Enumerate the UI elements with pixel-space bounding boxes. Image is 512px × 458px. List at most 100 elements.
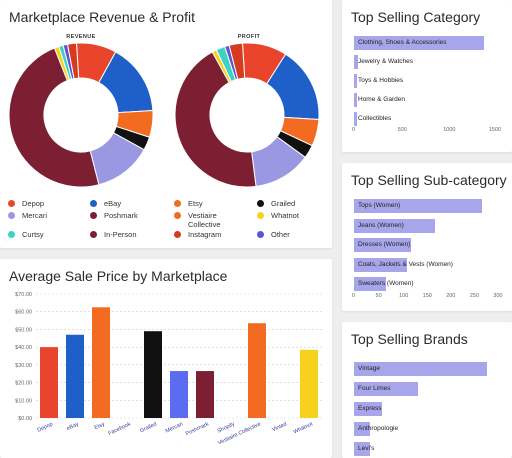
legend-label: Vestiaire Collective	[188, 211, 221, 229]
bar-grailed[interactable]	[144, 331, 162, 418]
y-tick-label: $70.00	[15, 292, 32, 298]
legend-label: Whatnot	[271, 211, 299, 220]
hbar-home-garden[interactable]	[354, 93, 357, 107]
hbar-jeans-women-[interactable]	[354, 218, 435, 233]
legend-label: In-Person	[104, 230, 137, 239]
legend-item-ebay[interactable]: eBay	[90, 199, 122, 208]
legend-item-grailed[interactable]: Grailed	[257, 199, 295, 208]
hbar-label: Collectibles	[358, 115, 392, 122]
revenue-slice-poshmark[interactable]	[8, 47, 100, 188]
legend-label: Etsy	[188, 199, 203, 208]
profit-slice-poshmark[interactable]	[174, 51, 257, 188]
hbar-levi-s[interactable]	[354, 442, 370, 456]
top-brands-title: Top Selling Brands	[351, 331, 468, 347]
legend-item-depop[interactable]: Depop	[8, 199, 45, 208]
y-tick-label: $50.00	[15, 327, 32, 333]
hbar-clothing-shoes-accessories[interactable]	[354, 36, 485, 50]
hbar-collectibles[interactable]	[354, 112, 357, 126]
legend-item-in-person[interactable]: In-Person	[90, 230, 137, 239]
hbar-four-limes[interactable]	[354, 382, 418, 396]
legend-dot	[257, 231, 264, 238]
legend-item-mercari[interactable]: Mercari	[8, 211, 48, 220]
hbar-tops-women-[interactable]	[354, 199, 483, 213]
bar-whatnot[interactable]	[300, 349, 318, 418]
hbar-label: Vintage	[358, 365, 380, 372]
avg-price-card: Average Sale Price by Marketplace $0.00 $…	[0, 259, 332, 458]
hbar-label: Coats, Jackets & Vests (Women)	[358, 260, 453, 268]
legend-item-curtsy[interactable]: Curtsy	[8, 230, 44, 239]
y-tick-label: $60.00	[15, 310, 32, 316]
x-tick-label: 50	[375, 292, 382, 299]
bar-vestiaire-collective[interactable]	[248, 323, 266, 418]
x-tick-label: Vinted	[271, 421, 288, 433]
profit-slice-instagram[interactable]	[228, 42, 246, 80]
x-tick-label: 1500	[488, 127, 502, 133]
hbar-jewelry-watches[interactable]	[354, 55, 358, 69]
avg-price-title: Average Sale Price by Marketplace	[9, 268, 228, 284]
x-tick-label: Poshmark	[185, 421, 210, 437]
top-subcategory-title: Top Selling Sub-category	[351, 172, 507, 188]
revenue-donut-chart	[8, 42, 154, 188]
x-tick-label: 250	[469, 292, 479, 299]
bar-ebay[interactable]	[66, 334, 84, 418]
legend-label: Poshmark	[104, 211, 138, 220]
hbar-express[interactable]	[354, 402, 382, 416]
bar-poshmark[interactable]	[196, 371, 214, 418]
legend-item-vestiaire-collective[interactable]: Vestiaire Collective	[174, 211, 248, 229]
legend-label: eBay	[104, 199, 122, 208]
legend-dot	[174, 231, 181, 238]
x-tick-label: 500	[397, 127, 407, 133]
top-subcategory-chart: Tops (Women) Jeans (Women) Dresses (Women)…	[352, 199, 504, 303]
legend-dot	[257, 212, 264, 219]
top-category-card: Top Selling Category Clothing, Shoes & A…	[342, 0, 512, 152]
hbar-label: Levi's	[358, 445, 375, 452]
legend-dot	[90, 212, 97, 219]
hbar-label: Clothing, Shoes & Accessories	[358, 39, 447, 46]
legend-item-etsy[interactable]: Etsy	[174, 199, 203, 208]
hbar-label: Express	[358, 405, 382, 412]
x-tick-label: 0	[352, 127, 356, 133]
revenue-label: REVENUE	[66, 34, 96, 40]
top-brands-card: Top Selling Brands Vintage Four Limes Expr…	[342, 322, 512, 458]
hbar-label: Toys & Hobbies	[358, 77, 404, 84]
x-tick-label: eBay	[66, 421, 80, 432]
hbar-dresses-women-[interactable]	[354, 238, 412, 252]
hbar-anthropologie[interactable]	[354, 422, 370, 436]
top-category-title: Top Selling Category	[351, 9, 481, 25]
x-tick-label: 1000	[443, 127, 456, 133]
legend-label: Depop	[22, 199, 45, 208]
x-tick-label: Etsy	[94, 421, 106, 431]
hbar-label: Tops (Women)	[358, 202, 401, 209]
y-tick-label: $0.00	[18, 416, 32, 422]
bar-etsy[interactable]	[92, 307, 110, 418]
hbar-label: Four Limes	[358, 385, 391, 392]
legend-item-poshmark[interactable]: Poshmark	[90, 211, 138, 220]
bar-mercari[interactable]	[170, 371, 188, 418]
top-subcategory-card: Top Selling Sub-category Tops (Women) Jea…	[342, 163, 512, 311]
legend-dot	[90, 200, 97, 207]
legend-dot	[174, 200, 181, 207]
legend-dot	[8, 231, 15, 238]
legend-item-instagram[interactable]: Instagram	[174, 230, 221, 239]
x-tick-label: Grailed	[139, 421, 158, 434]
hbar-toys-hobbies[interactable]	[354, 74, 357, 88]
profit-label: PROFIT	[237, 34, 261, 40]
hbar-coats-jackets-vests-women-[interactable]	[354, 257, 407, 272]
legend-label: Mercari	[22, 211, 48, 220]
hbar-vintage[interactable]	[354, 362, 487, 376]
legend-label: Curtsy	[22, 230, 44, 239]
top-brands-chart: Vintage Four Limes Express Anthropologie Lev…	[354, 362, 504, 458]
revenue-profit-card: Marketplace Revenue & Profit REVENUE PRO…	[0, 0, 332, 248]
x-tick-label: 300	[493, 292, 503, 299]
y-tick-label: $40.00	[15, 345, 32, 351]
bar-depop[interactable]	[40, 347, 58, 418]
hbar-label: Home & Garden	[358, 96, 405, 103]
legend-item-other[interactable]: Other	[257, 230, 290, 239]
x-tick-label: Facebook	[107, 421, 132, 437]
profit-donut-chart	[174, 42, 320, 188]
legend-label: Other	[271, 230, 290, 239]
revenue-slice-instagram[interactable]	[66, 42, 80, 80]
hbar-sweaters-women-[interactable]	[354, 277, 386, 291]
hbar-label: Jeans (Women)	[358, 221, 404, 229]
legend-item-whatnot[interactable]: Whatnot	[257, 211, 299, 220]
